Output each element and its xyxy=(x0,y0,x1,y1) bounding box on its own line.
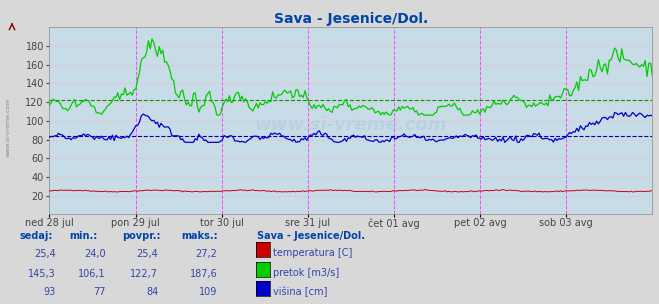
Text: Sava - Jesenice/Dol.: Sava - Jesenice/Dol. xyxy=(257,231,365,241)
Text: pretok [m3/s]: pretok [m3/s] xyxy=(273,268,340,278)
Text: 27,2: 27,2 xyxy=(196,249,217,259)
Text: temperatura [C]: temperatura [C] xyxy=(273,248,353,258)
Title: Sava - Jesenice/Dol.: Sava - Jesenice/Dol. xyxy=(273,12,428,26)
Text: www.si-vreme.com: www.si-vreme.com xyxy=(5,98,11,157)
Text: www.si-vreme.com: www.si-vreme.com xyxy=(254,116,447,133)
Text: 145,3: 145,3 xyxy=(28,269,56,279)
Text: 25,4: 25,4 xyxy=(34,249,56,259)
Text: 84: 84 xyxy=(146,288,158,298)
Text: 187,6: 187,6 xyxy=(190,269,217,279)
Text: povpr.:: povpr.: xyxy=(122,231,160,241)
Text: 122,7: 122,7 xyxy=(130,269,158,279)
Text: 24,0: 24,0 xyxy=(84,249,105,259)
Text: 93: 93 xyxy=(43,288,56,298)
Text: 106,1: 106,1 xyxy=(78,269,105,279)
Text: sedaj:: sedaj: xyxy=(20,231,53,241)
Text: 77: 77 xyxy=(93,288,105,298)
Text: 25,4: 25,4 xyxy=(136,249,158,259)
Text: 109: 109 xyxy=(199,288,217,298)
Text: maks.:: maks.: xyxy=(181,231,218,241)
Text: višina [cm]: višina [cm] xyxy=(273,287,328,297)
Text: min.:: min.: xyxy=(69,231,98,241)
